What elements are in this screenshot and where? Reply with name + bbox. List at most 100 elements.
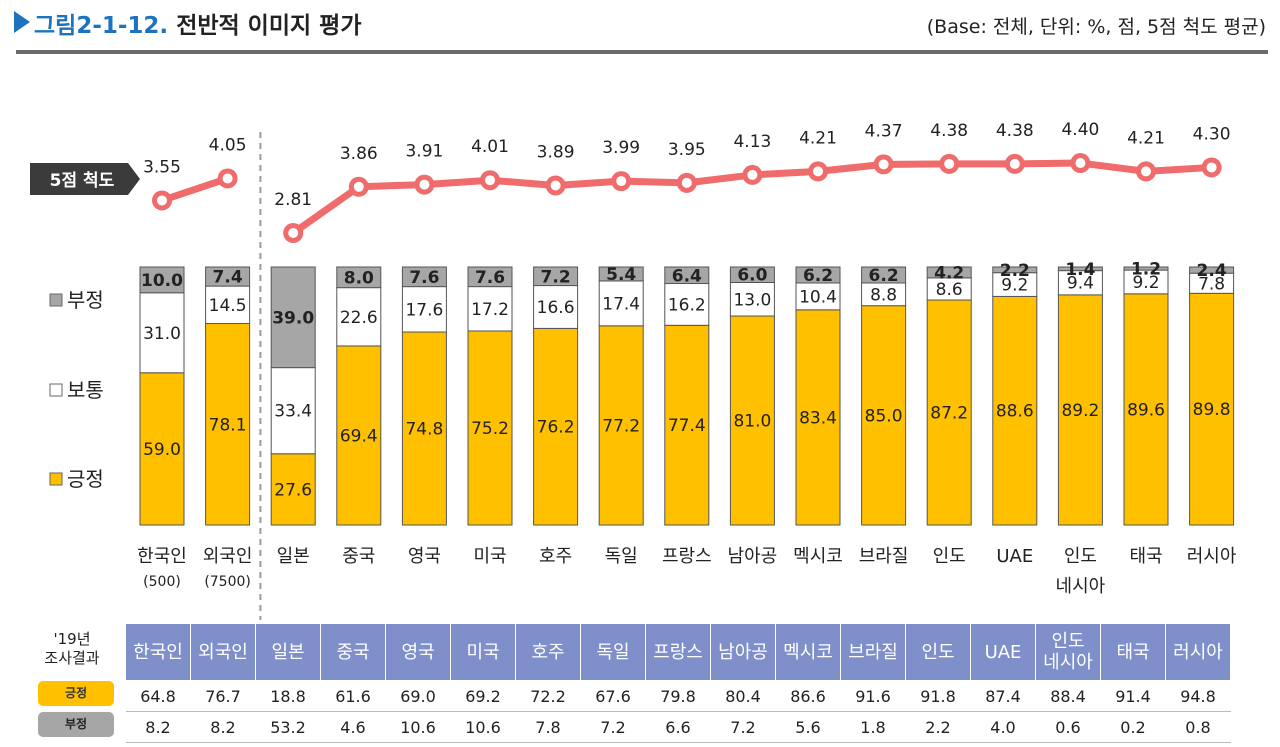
previous-survey-header-text: 프랑스 [653, 641, 703, 663]
bar-value-label: 17.6 [405, 300, 443, 320]
previous-survey-cell: 0.8 [1165, 711, 1231, 743]
category-label: (500) [143, 574, 181, 590]
bar-segment-neutral [205, 285, 251, 325]
previous-survey-cell: 10.6 [450, 711, 516, 743]
previous-survey-header-row: 한국인 외국인 일본 중국 영국 미국 호주 독일 프랑스 남아공 멕시코 브라질 인도 UAE 인도 네시아… [125, 623, 1231, 681]
bar-segment-negative [1189, 266, 1235, 274]
bar-value-label: 7.6 [475, 268, 505, 288]
scale-value-label: 4.40 [1061, 120, 1099, 140]
bar-value-label: 1.2 [1131, 260, 1161, 280]
scale-point-center [681, 177, 692, 188]
scale-point-center [288, 228, 299, 238]
previous-survey-cell: 72.2 [515, 680, 581, 712]
previous-survey-cell: 7.8 [515, 711, 581, 743]
previous-survey-header-text: 외국인 [198, 641, 248, 663]
bar-segment-negative [795, 266, 841, 284]
bar-segment-neutral [401, 286, 447, 333]
previous-survey-header-text: 태국 [1116, 641, 1150, 663]
bar-value-label: 2.4 [1197, 261, 1227, 281]
previous-survey-cell: 69.2 [450, 680, 516, 712]
bar-segment-negative [861, 266, 907, 284]
bar-value-label: 4.2 [934, 263, 964, 283]
bar-segment-negative [336, 266, 382, 289]
scale-line [158, 174, 232, 204]
bar-value-label: 74.8 [405, 420, 443, 440]
bar-value-label: 6.4 [672, 266, 702, 286]
previous-survey-header-cell: 중국 [320, 623, 386, 681]
bar-value-label: 6.2 [803, 266, 833, 286]
previous-survey-cell: 61.6 [320, 680, 386, 712]
bar-segment-positive [992, 295, 1038, 526]
bar-value-label: 77.4 [668, 416, 706, 436]
legend-swatch [49, 383, 63, 397]
scale-value-label: 4.21 [1127, 128, 1165, 148]
legend-swatch [49, 472, 63, 486]
category-label: 한국인 [137, 546, 187, 567]
bar-value-label: 13.0 [733, 290, 771, 310]
scale-value-label: 4.01 [471, 137, 509, 157]
previous-survey-header-text: 영국 [401, 641, 435, 663]
scale-point-center [747, 169, 758, 180]
previous-survey-cell: 8.2 [190, 711, 256, 743]
previous-survey-cell: 53.2 [255, 711, 321, 743]
bar-value-label: 14.5 [209, 296, 247, 316]
previous-survey-cell: 94.8 [1165, 680, 1231, 712]
bar-value-label: 89.2 [1061, 401, 1099, 421]
bar-value-label: 22.6 [340, 308, 378, 328]
previous-survey-header-text: UAE [984, 641, 1022, 663]
bar-segment-negative [729, 266, 775, 283]
previous-survey-cell: 80.4 [710, 680, 776, 712]
bar-segment-positive [729, 315, 775, 526]
previous-survey-cell: 7.2 [710, 711, 776, 743]
bar-value-label: 81.0 [733, 412, 771, 432]
bar-segment-negative [270, 266, 316, 369]
bar-value-label: 8.6 [936, 280, 963, 300]
previous-survey-cell: 5.6 [775, 711, 841, 743]
previous-survey-cell: 91.8 [905, 680, 971, 712]
previous-survey-cell: 91.6 [840, 680, 906, 712]
previous-survey-cell: 2.2 [905, 711, 971, 743]
previous-survey-header-cell: 인도 네시아 [1035, 623, 1101, 681]
bar-value-label: 16.6 [537, 298, 575, 318]
scale-point-center [944, 158, 955, 169]
scale-value-label: 3.89 [537, 142, 575, 162]
category-label: 미국 [473, 546, 506, 567]
previous-survey-title: '19년 조사결과 [30, 630, 114, 668]
previous-survey-header-cell: 영국 [385, 623, 451, 681]
category-label: 러시아 [1187, 546, 1237, 567]
category-label: 중국 [342, 546, 375, 567]
bar-value-label: 6.2 [869, 266, 899, 286]
previous-survey-header-text: 브라질 [848, 641, 898, 663]
category-label: 멕시코 [793, 546, 843, 567]
bar-segment-positive [1123, 293, 1169, 526]
scale-point-center [878, 159, 889, 170]
bar-value-label: 27.6 [274, 480, 312, 500]
previous-survey-cell: 86.6 [775, 680, 841, 712]
bar-value-label: 1.4 [1065, 260, 1095, 280]
previous-survey-row: 8.2 8.2 53.2 4.6 10.6 10.6 7.8 7.2 6.6 7.2 5.6 1.8 2… [125, 711, 1231, 743]
bar-value-label: 8.8 [870, 285, 897, 305]
bar-value-label: 17.2 [471, 300, 509, 320]
scale-value-label: 4.37 [865, 121, 903, 141]
bar-segment-neutral [467, 286, 513, 332]
bar-segment-positive [205, 323, 251, 526]
scale-point-center [1009, 158, 1020, 169]
category-label: (7500) [204, 574, 251, 590]
scale-value-label: 4.05 [209, 135, 247, 155]
previous-survey-row: 64.8 76.7 18.8 61.6 69.0 69.2 72.2 67.6 79.8 80.4… [125, 680, 1231, 712]
previous-survey-cell: 88.4 [1035, 680, 1101, 712]
scale-point-center [222, 173, 233, 184]
scale-value-label: 2.81 [274, 190, 312, 210]
previous-survey-year: '19년 [53, 630, 91, 648]
scale-point-center [419, 179, 430, 190]
previous-survey-header-cell: UAE [970, 623, 1036, 681]
title-arrow-icon [14, 11, 30, 33]
scale-tag-shape [30, 163, 140, 195]
previous-survey-header-cell: 남아공 [710, 623, 776, 681]
bar-value-label: 2.2 [1000, 261, 1030, 281]
bar-value-label: 7.2 [541, 267, 571, 287]
scale-point-center [1206, 162, 1217, 173]
bar-value-label: 33.4 [274, 402, 312, 422]
bar-value-label: 77.2 [602, 416, 640, 436]
category-label: 영국 [408, 546, 441, 567]
